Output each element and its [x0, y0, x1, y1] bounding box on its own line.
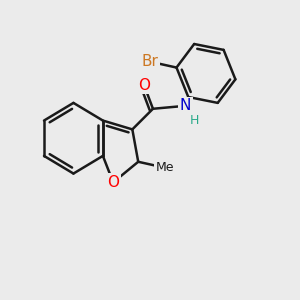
- Text: H: H: [190, 114, 199, 127]
- Text: O: O: [138, 78, 150, 93]
- Text: Br: Br: [142, 54, 158, 69]
- Text: N: N: [180, 98, 191, 113]
- Text: Me: Me: [155, 161, 174, 174]
- Text: O: O: [107, 175, 119, 190]
